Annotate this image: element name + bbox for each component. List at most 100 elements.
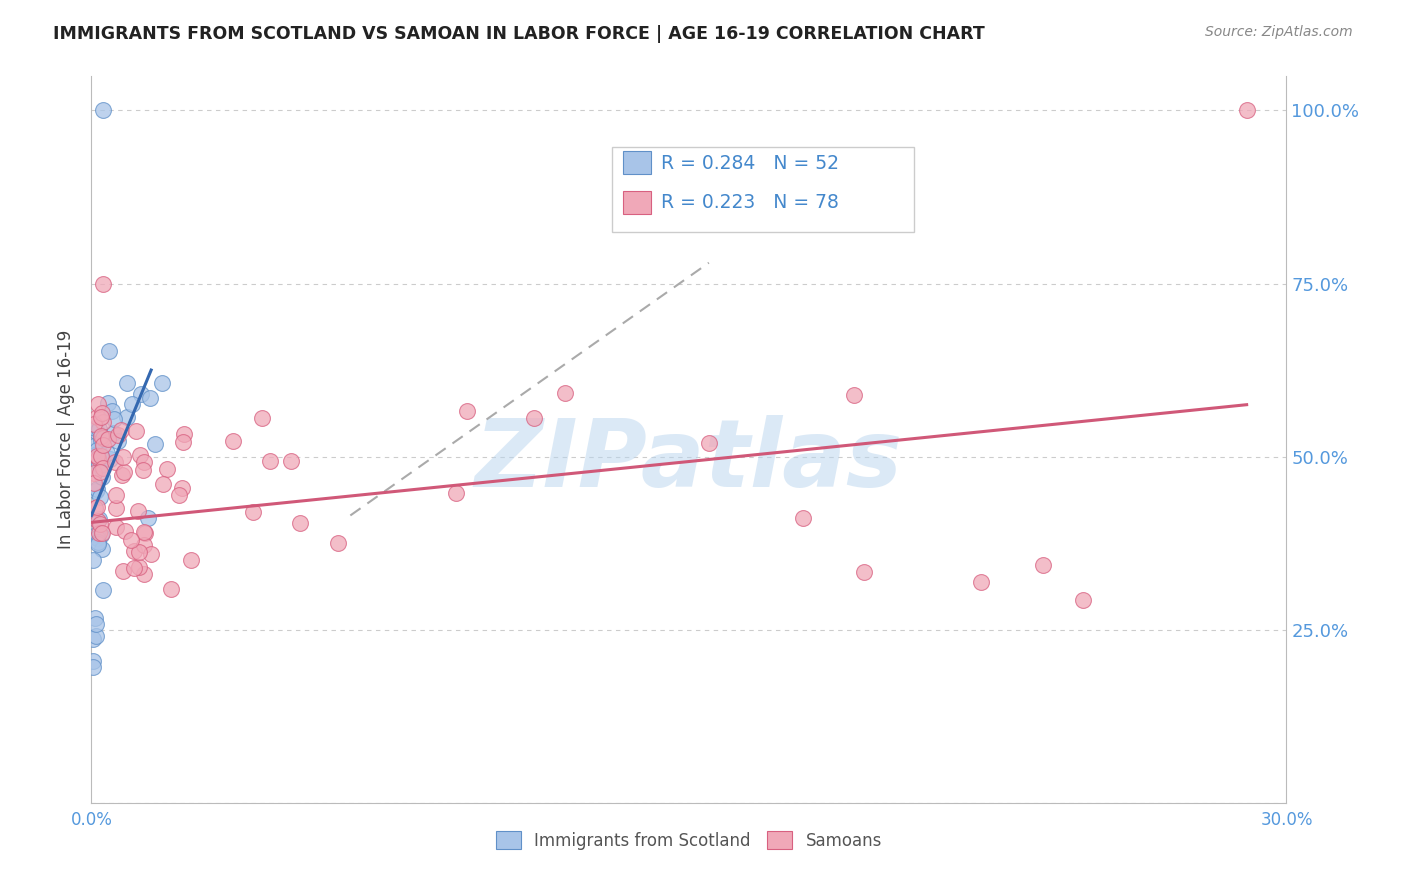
Point — [250, 410, 273, 425]
Point — [127, 504, 149, 518]
Point — [84, 629, 107, 643]
Point — [107, 427, 129, 442]
Point — [173, 426, 195, 441]
Point — [97, 396, 120, 410]
Point — [97, 433, 120, 447]
Legend: Immigrants from Scotland, Samoans: Immigrants from Scotland, Samoans — [489, 825, 889, 856]
Point — [125, 425, 148, 439]
Point — [90, 461, 112, 475]
Point — [101, 403, 124, 417]
Point — [110, 423, 132, 437]
Point — [134, 526, 156, 541]
Point — [139, 547, 162, 561]
Point — [86, 410, 108, 425]
Point — [844, 388, 866, 402]
Point — [82, 655, 104, 669]
Point — [132, 539, 155, 553]
Point — [129, 448, 152, 462]
Point — [970, 574, 993, 589]
Text: ZIPatlas: ZIPatlas — [475, 415, 903, 508]
Point — [697, 436, 720, 450]
Point — [86, 535, 108, 549]
Point — [1071, 593, 1094, 607]
Point — [89, 517, 111, 532]
Y-axis label: In Labor Force | Age 16-19: In Labor Force | Age 16-19 — [58, 330, 76, 549]
Point — [86, 482, 108, 496]
Point — [86, 531, 108, 545]
Point — [84, 611, 107, 625]
Point — [288, 516, 311, 531]
Point — [86, 512, 108, 526]
Point — [122, 561, 145, 575]
Point — [444, 486, 467, 500]
Point — [83, 467, 105, 481]
Point — [91, 469, 114, 483]
Point — [90, 528, 112, 542]
Point — [83, 417, 105, 432]
Point — [143, 437, 166, 451]
Point — [112, 564, 135, 578]
Point — [91, 415, 114, 429]
Point — [120, 533, 142, 547]
Point — [128, 560, 150, 574]
Point — [83, 448, 105, 462]
Point — [111, 468, 134, 483]
Point — [89, 465, 111, 479]
Point — [456, 404, 478, 418]
Point — [87, 525, 110, 540]
Point — [90, 410, 112, 425]
Point — [101, 426, 124, 441]
Text: Source: ZipAtlas.com: Source: ZipAtlas.com — [1205, 25, 1353, 39]
Point — [222, 434, 245, 448]
Point — [139, 391, 162, 405]
Point — [91, 541, 114, 556]
Point — [112, 465, 135, 479]
Point — [91, 458, 114, 472]
Point — [156, 462, 179, 476]
Point — [86, 449, 108, 463]
Point — [82, 632, 104, 646]
Point — [91, 431, 114, 445]
Point — [134, 455, 156, 469]
Point — [134, 525, 156, 540]
Point — [90, 433, 112, 447]
Point — [172, 481, 194, 495]
Point — [86, 425, 108, 440]
Point — [523, 411, 546, 425]
Point — [792, 510, 814, 524]
Point — [104, 500, 127, 515]
Point — [87, 422, 110, 436]
Point — [82, 553, 104, 567]
Point — [83, 475, 105, 490]
Point — [103, 412, 125, 426]
Point — [112, 450, 135, 464]
Point — [115, 409, 138, 424]
Point — [91, 457, 114, 471]
Point — [87, 396, 110, 410]
Point — [86, 500, 108, 514]
Point — [91, 582, 114, 597]
Point — [91, 437, 114, 451]
Point — [87, 514, 110, 528]
Text: IMMIGRANTS FROM SCOTLAND VS SAMOAN IN LABOR FORCE | AGE 16-19 CORRELATION CHART: IMMIGRANTS FROM SCOTLAND VS SAMOAN IN LA… — [53, 25, 986, 43]
Point — [105, 488, 128, 502]
Point — [1031, 558, 1053, 573]
Point — [91, 526, 114, 541]
Point — [259, 454, 281, 468]
Point — [104, 519, 127, 533]
Point — [100, 452, 122, 467]
Point — [132, 566, 155, 581]
Point — [91, 452, 114, 467]
Point — [89, 490, 111, 504]
Point — [242, 505, 264, 519]
Point — [554, 386, 576, 401]
Point — [84, 501, 107, 516]
Point — [86, 537, 108, 551]
Point — [150, 376, 173, 390]
Text: R = 0.223   N = 78: R = 0.223 N = 78 — [661, 193, 839, 212]
Point — [107, 434, 129, 448]
Point — [87, 451, 110, 466]
Point — [96, 445, 118, 459]
Point — [89, 512, 111, 526]
Point — [121, 397, 143, 411]
